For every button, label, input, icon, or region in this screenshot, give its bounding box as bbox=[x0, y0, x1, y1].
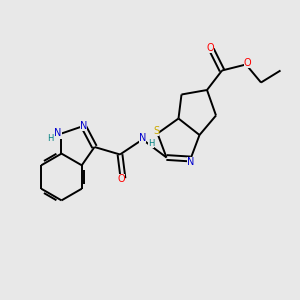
Text: S: S bbox=[153, 125, 159, 136]
Text: H: H bbox=[148, 139, 154, 148]
Text: H: H bbox=[47, 134, 53, 143]
Text: N: N bbox=[80, 121, 87, 131]
Text: O: O bbox=[206, 43, 214, 53]
Text: O: O bbox=[118, 173, 125, 184]
Text: O: O bbox=[244, 58, 251, 68]
Text: N: N bbox=[187, 157, 194, 167]
Text: N: N bbox=[139, 133, 146, 143]
Text: N: N bbox=[54, 128, 61, 139]
